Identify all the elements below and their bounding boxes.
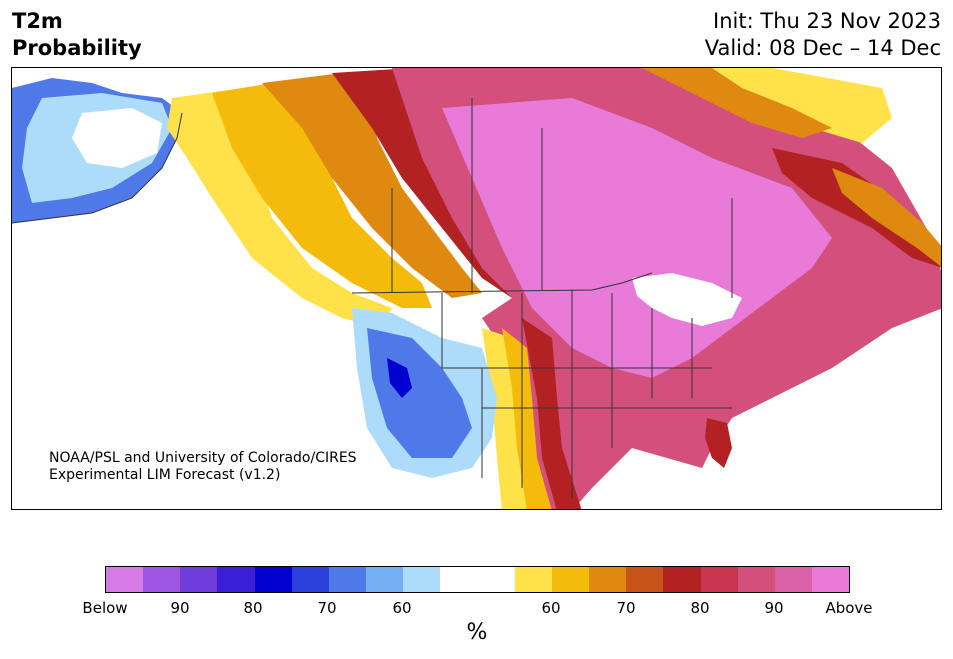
- colorbar-segment: [811, 567, 850, 592]
- colorbar-segment: [589, 567, 627, 592]
- colorbar-segment: [700, 567, 738, 592]
- region-plains-red: [522, 318, 582, 509]
- colorbar-tick-label: 60: [392, 599, 412, 617]
- colorbar-tick-label: Below: [82, 599, 128, 617]
- colorbar-tick-label: 90: [170, 599, 190, 617]
- region-eastcan-red: [772, 148, 941, 268]
- forecast-info: Init: Thu 23 Nov 2023 Valid: 08 Dec – 14…: [705, 8, 941, 62]
- colorbar-segment: [663, 567, 701, 592]
- colorbar-tick-label: 90: [764, 599, 784, 617]
- colorbar-segment: [143, 567, 181, 592]
- colorbar-units: %: [466, 620, 488, 645]
- valid-range: Valid: 08 Dec – 14 Dec: [704, 36, 941, 60]
- region-westcan-gold: [212, 83, 432, 308]
- map-title: T2m Probability: [12, 8, 142, 62]
- colorbar: [105, 566, 850, 593]
- colorbar-segment: [774, 567, 812, 592]
- colorbar-segment: [737, 567, 775, 592]
- colorbar-tick-label: Above: [825, 599, 873, 617]
- credit-line2: Experimental LIM Forecast (v1.2): [49, 467, 281, 483]
- colorbar-segment: [106, 567, 144, 592]
- colorbar-segment: [477, 567, 515, 592]
- boundaries: [12, 98, 733, 498]
- region-arctic-orange: [642, 68, 832, 138]
- colorbar-segment: [328, 567, 367, 592]
- colorbar-segment: [180, 567, 218, 592]
- region-westcan-yellow: [167, 88, 392, 328]
- colorbar-segment: [551, 567, 590, 592]
- colorbar-segment: [366, 567, 404, 592]
- colorbar-segment: [440, 567, 478, 592]
- region-florida-red: [705, 418, 732, 468]
- colorbar-segment: [291, 567, 329, 592]
- region-plains-gold: [502, 328, 552, 509]
- title-line1: T2m: [12, 9, 63, 33]
- region-westcan-orange: [262, 73, 482, 298]
- colorbar-tick-label: 70: [317, 599, 337, 617]
- colorbar-segment: [217, 567, 255, 592]
- colorbar-segment: [514, 567, 552, 592]
- region-eastcan-orange: [832, 168, 941, 267]
- region-sw-below: [367, 328, 472, 458]
- credit-line1: NOAA/PSL and University of Colorado/CIRE…: [49, 450, 357, 466]
- colorbar-tick-label: 80: [243, 599, 263, 617]
- probability-map: [11, 67, 942, 510]
- great-lakes: [632, 273, 742, 326]
- region-sw-strong: [387, 358, 412, 398]
- colorbar-segment: [403, 567, 441, 592]
- colorbar-tick-label: 70: [616, 599, 636, 617]
- region-alaska-neutral: [72, 108, 162, 168]
- map-svg: [12, 68, 941, 509]
- title-line2: Probability: [12, 36, 142, 60]
- colorbar-segment: [254, 567, 292, 592]
- credit-text: NOAA/PSL and University of Colorado/CIRE…: [49, 450, 357, 484]
- region-plains-yellow: [482, 328, 532, 509]
- colorbar-tick-label: 80: [690, 599, 710, 617]
- init-date: Init: Thu 23 Nov 2023: [713, 9, 941, 33]
- colorbar-tick-label: 60: [541, 599, 561, 617]
- colorbar-segment: [626, 567, 664, 592]
